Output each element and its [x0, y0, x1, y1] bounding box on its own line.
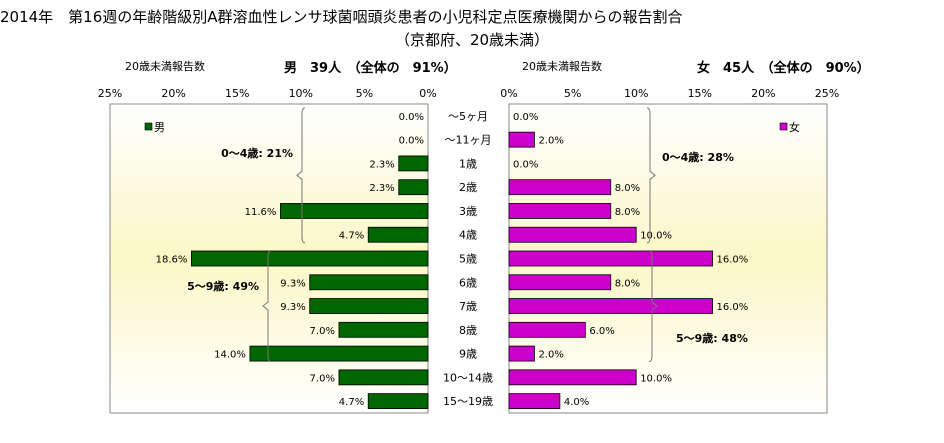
male-data-label: 9.3%: [280, 278, 305, 289]
male-data-label: 7.0%: [310, 326, 335, 337]
male-bar: [398, 155, 429, 172]
chart-title: 2014年 第16週の年齢階級別A群溶血性レンサ球菌咽頭炎患者の小児科定点医療機…: [0, 8, 683, 26]
category-label: 4歳: [459, 229, 477, 242]
male-0-4-bracket-label: 0～4歳: 21%: [221, 146, 293, 160]
male-5-9-bracket-label: 5～9歳: 49%: [187, 279, 259, 293]
female-data-label: 2.0%: [538, 136, 563, 147]
female-data-label: 2.0%: [538, 350, 563, 361]
female-data-label: 16.0%: [717, 255, 749, 266]
male-data-label: 2.3%: [369, 183, 394, 194]
male-tick-label: 20%: [161, 87, 185, 100]
male-legend-label: 男: [154, 121, 165, 134]
male-data-label: 0.0%: [399, 136, 424, 147]
male-bar: [367, 393, 429, 410]
female-0-4-bracket: [646, 107, 656, 244]
female-bar: [508, 345, 535, 362]
female-data-label: 10.0%: [640, 231, 672, 242]
chart-subtitle: （京都府、20歳未満）: [394, 31, 550, 49]
male-bar: [398, 179, 429, 196]
male-data-label: 14.0%: [214, 350, 246, 361]
female-5-9-bracket: [648, 250, 658, 363]
male-bar: [191, 250, 429, 267]
female-tick-label: 25%: [815, 87, 839, 100]
male-legend-swatch: [144, 122, 153, 131]
male-bar: [309, 274, 429, 291]
female-bar: [508, 274, 612, 291]
male-tick-label: 10%: [289, 87, 313, 100]
male-bar: [338, 369, 429, 386]
female-bar: [508, 131, 535, 148]
female-data-label: 16.0%: [717, 302, 749, 313]
male-data-label: 7.0%: [310, 373, 335, 384]
female-tick-label: 15%: [688, 87, 712, 100]
category-label: 9歳: [459, 348, 477, 361]
female-tick-label: 20%: [751, 87, 775, 100]
male-0-4-bracket: [296, 107, 306, 244]
category-label: 8歳: [459, 324, 477, 337]
female-bar: [508, 369, 637, 386]
male-tick-label: 5%: [356, 87, 373, 100]
category-label: ～5ヶ月: [448, 110, 488, 123]
female-5-9-bracket-label: 5～9歳: 48%: [676, 331, 748, 345]
male-tick-label: 0%: [419, 87, 436, 100]
female-summary: 女 45人 （全体の 90%）: [697, 61, 870, 76]
category-label: 6歳: [459, 276, 477, 289]
female-legend-label: 女: [789, 120, 800, 134]
female-bar: [508, 179, 612, 196]
female-data-label: 8.0%: [615, 183, 640, 194]
male-data-label: 18.6%: [156, 255, 188, 266]
female-data-label: 4.0%: [564, 397, 589, 408]
female-bar: [508, 226, 637, 243]
male-data-label: 11.6%: [245, 207, 277, 218]
male-bar: [249, 345, 429, 362]
category-label: 3歳: [459, 205, 477, 218]
male-data-label: 4.7%: [339, 397, 364, 408]
male-data-label: 9.3%: [280, 302, 305, 313]
male-5-9-bracket: [262, 250, 272, 363]
female-tick-label: 10%: [624, 87, 648, 100]
male-bar: [309, 298, 429, 314]
female-data-label: 0.0%: [513, 112, 538, 123]
male-axis-label: 20歳未満報告数: [125, 60, 205, 73]
category-label: 15～19歳: [443, 395, 493, 408]
female-data-label: 8.0%: [615, 278, 640, 289]
female-tick-label: 5%: [564, 87, 581, 100]
category-label: 1歳: [459, 157, 477, 170]
male-summary: 男 39人 （全体の 91%）: [284, 61, 457, 76]
male-bar: [280, 203, 429, 219]
category-label: 2歳: [459, 181, 477, 194]
category-label: ～11ヶ月: [445, 134, 492, 147]
female-tick-label: 0%: [500, 87, 517, 100]
female-bar: [508, 321, 586, 338]
female-bar: [508, 203, 612, 219]
male-data-label: 4.7%: [339, 231, 364, 242]
male-tick-label: 25%: [98, 87, 122, 100]
female-bar: [508, 393, 561, 410]
female-axis-label: 20歳未満報告数: [522, 60, 602, 73]
category-label: 5歳: [459, 253, 477, 266]
male-data-label: 2.3%: [369, 159, 394, 170]
female-legend-swatch: [779, 122, 788, 131]
female-data-label: 10.0%: [640, 373, 672, 384]
category-label: 7歳: [459, 300, 477, 313]
female-bar: [508, 250, 713, 267]
male-tick-label: 15%: [225, 87, 249, 100]
male-bar: [338, 321, 429, 338]
male-bar: [367, 226, 429, 243]
female-bar: [508, 298, 713, 314]
female-data-label: 8.0%: [615, 207, 640, 218]
male-data-label: 0.0%: [399, 112, 424, 123]
female-data-label: 6.0%: [589, 326, 614, 337]
female-0-4-bracket-label: 0～4歳: 28%: [662, 150, 734, 164]
category-label: 10～14歳: [443, 371, 493, 384]
female-data-label: 0.0%: [513, 159, 538, 170]
